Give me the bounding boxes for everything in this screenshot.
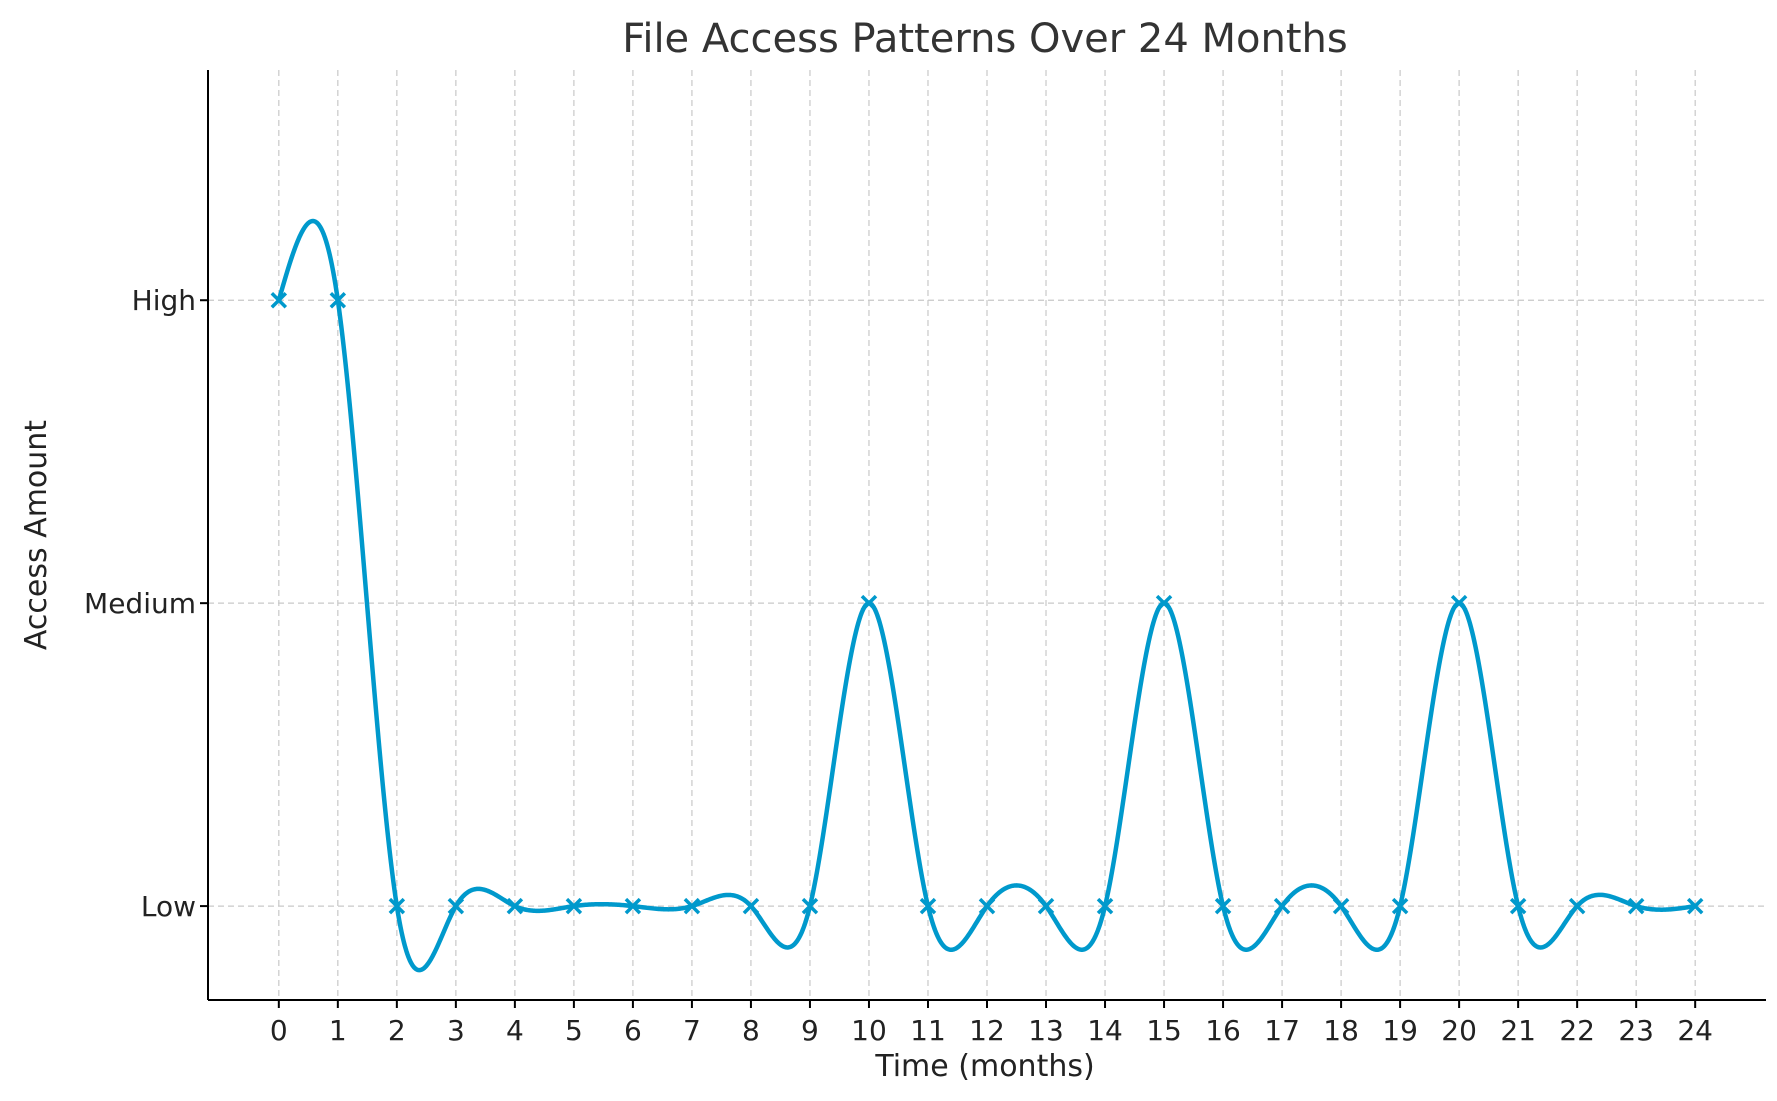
- x-axis-ticks: 0 1 2 3 4 5 6 7 8 9 10 11 12 13 14 15 16 17 18 19 20 21 22 23 24: [270, 1000, 1713, 1047]
- data-point-marker: [1686, 897, 1704, 915]
- data-point-marker: [1214, 897, 1232, 915]
- data-point-marker: [447, 897, 465, 915]
- x-tick-label: 11: [910, 1014, 946, 1047]
- x-tick-label: 8: [742, 1014, 760, 1047]
- chart-title: File Access Patterns Over 24 Months: [622, 16, 1348, 62]
- x-tick-label: 15: [1146, 1014, 1182, 1047]
- x-tick-label: 6: [624, 1014, 642, 1047]
- x-tick-label: 17: [1264, 1014, 1300, 1047]
- data-point-marker: [1273, 897, 1291, 915]
- y-axis-label: Access Amount: [19, 420, 54, 650]
- y-tick-label: Low: [141, 890, 196, 923]
- x-axis-label: Time (months): [874, 1049, 1094, 1084]
- x-tick-label: 21: [1500, 1014, 1536, 1047]
- x-tick-label: 9: [801, 1014, 819, 1047]
- data-point-marker: [1509, 897, 1527, 915]
- x-tick-label: 24: [1677, 1014, 1713, 1047]
- x-tick-label: 13: [1028, 1014, 1064, 1047]
- x-tick-label: 10: [851, 1014, 887, 1047]
- data-point-marker: [742, 897, 760, 915]
- data-point-marker: [919, 897, 937, 915]
- data-point-marker: [860, 594, 878, 612]
- data-point-marker: [801, 897, 819, 915]
- data-point-marker: [1568, 897, 1586, 915]
- y-tick-label: Medium: [84, 587, 196, 620]
- data-point-marker: [388, 897, 406, 915]
- data-point-marker: [1627, 897, 1645, 915]
- x-tick-label: 19: [1382, 1014, 1418, 1047]
- x-tick-label: 18: [1323, 1014, 1359, 1047]
- x-tick-label: 3: [447, 1014, 465, 1047]
- x-tick-label: 2: [388, 1014, 406, 1047]
- x-tick-label: 7: [683, 1014, 701, 1047]
- x-tick-label: 1: [329, 1014, 347, 1047]
- x-tick-label: 23: [1618, 1014, 1654, 1047]
- data-point-marker: [1332, 897, 1350, 915]
- y-tick-label: High: [132, 284, 196, 317]
- x-tick-label: 22: [1559, 1014, 1595, 1047]
- data-markers: [270, 291, 1704, 915]
- x-gridlines: [278, 70, 1696, 1000]
- x-tick-label: 5: [565, 1014, 583, 1047]
- y-axis-ticks: Low Medium High: [84, 284, 208, 923]
- data-point-marker: [270, 291, 288, 309]
- data-point-marker: [506, 897, 524, 915]
- data-point-marker: [683, 897, 701, 915]
- data-point-marker: [1096, 897, 1114, 915]
- data-point-marker: [978, 897, 996, 915]
- data-point-marker: [1155, 594, 1173, 612]
- data-point-marker: [1391, 897, 1409, 915]
- data-point-marker: [1037, 897, 1055, 915]
- x-tick-label: 14: [1087, 1014, 1123, 1047]
- data-point-marker: [1450, 594, 1468, 612]
- x-tick-label: 16: [1205, 1014, 1241, 1047]
- x-tick-label: 12: [969, 1014, 1005, 1047]
- data-point-marker: [329, 291, 347, 309]
- data-point-marker: [565, 897, 583, 915]
- x-tick-label: 4: [506, 1014, 524, 1047]
- x-tick-label: 0: [270, 1014, 288, 1047]
- data-point-marker: [624, 897, 642, 915]
- x-tick-label: 20: [1441, 1014, 1477, 1047]
